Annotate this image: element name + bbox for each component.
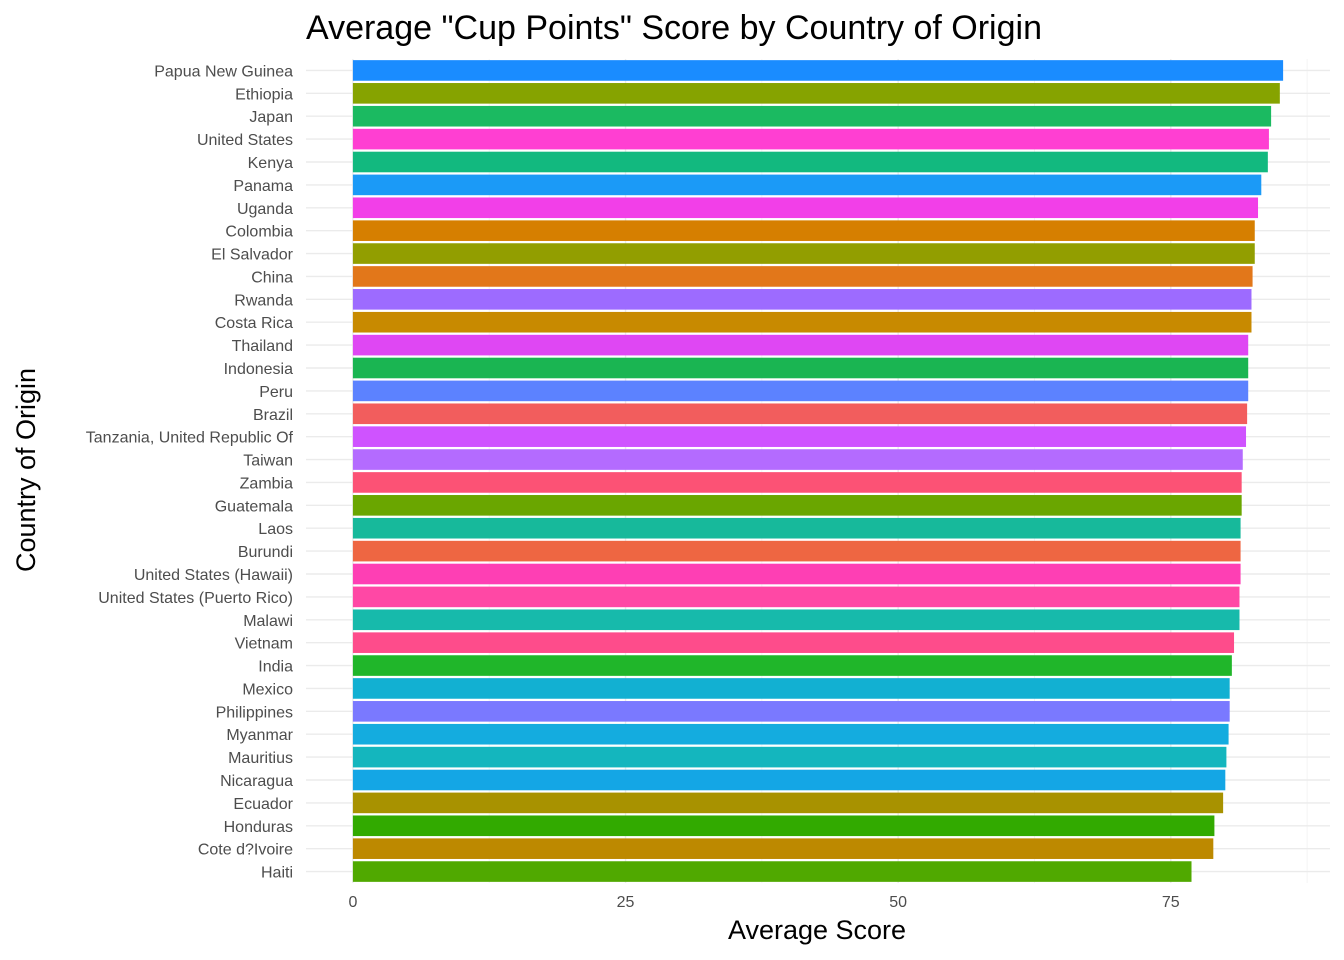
bars: [352, 60, 1284, 882]
bar: [352, 586, 1240, 608]
bar: [352, 60, 1284, 81]
bar: [352, 334, 1249, 356]
y-tick-labels: Papua New Guinea Ethiopia Japan United Stat…: [86, 63, 294, 881]
bar: [352, 723, 1229, 745]
bar: [352, 403, 1248, 425]
bar: [352, 632, 1235, 653]
bar: [352, 563, 1241, 585]
bar: [352, 517, 1241, 539]
chart-title: Average "Cup Points" Score by Country of…: [306, 9, 1042, 47]
y-tick-label: Haiti: [261, 865, 293, 882]
x-tick-label: 0: [348, 894, 357, 911]
x-tick-label: 75: [1162, 894, 1180, 911]
bar: [352, 266, 1253, 287]
bar: [352, 540, 1241, 562]
y-tick-label: India: [258, 659, 293, 676]
bar: [352, 174, 1262, 196]
y-tick-label: United States (Puerto Rico): [98, 590, 293, 607]
y-tick-label: Uganda: [237, 201, 293, 218]
y-tick-label: China: [251, 269, 293, 286]
y-tick-label: United States: [197, 132, 293, 149]
y-tick-label: Laos: [258, 521, 293, 538]
y-tick-label: Ethiopia: [235, 86, 293, 103]
y-tick-label: Philippines: [216, 704, 293, 721]
y-tick-label: United States (Hawaii): [134, 567, 293, 584]
y-tick-label: Colombia: [225, 224, 293, 241]
y-tick-label: Honduras: [224, 819, 293, 836]
y-tick-label: Thailand: [232, 338, 293, 355]
bar: [352, 472, 1242, 493]
bar: [352, 701, 1230, 722]
y-tick-label: Burundi: [238, 544, 293, 561]
bar: [352, 105, 1272, 127]
bar: [352, 838, 1214, 859]
bar: [352, 289, 1252, 310]
y-tick-label: Malawi: [243, 613, 293, 630]
y-tick-label: El Salvador: [211, 247, 293, 264]
y-tick-label: Ecuador: [233, 796, 293, 813]
y-tick-label: Rwanda: [234, 292, 293, 309]
y-tick-label: Papua New Guinea: [154, 63, 293, 80]
bar: [352, 220, 1255, 241]
bar: [352, 769, 1226, 791]
y-tick-label: Mexico: [242, 681, 293, 698]
y-axis-title: Country of Origin: [11, 368, 41, 572]
y-tick-label: Tanzania, United Republic Of: [86, 430, 294, 447]
y-tick-label: Costa Rica: [215, 315, 293, 332]
bar: [352, 655, 1232, 676]
bar: [352, 861, 1192, 882]
bar: [352, 151, 1268, 173]
bar: [352, 426, 1247, 447]
y-tick-label: Taiwan: [243, 453, 293, 470]
x-tick-label: 50: [889, 894, 907, 911]
y-tick-label: Vietnam: [235, 636, 293, 653]
bar: [352, 380, 1249, 402]
bar: [352, 449, 1243, 470]
y-tick-label: Peru: [259, 384, 293, 401]
bar: [352, 243, 1255, 264]
y-tick-label: Mauritius: [228, 750, 293, 767]
bar: [352, 609, 1240, 631]
y-tick-label: Cote d?Ivoire: [198, 842, 293, 859]
y-tick-label: Japan: [249, 109, 293, 126]
y-tick-label: Indonesia: [224, 361, 293, 378]
bar: [352, 197, 1259, 219]
bar: [352, 357, 1249, 379]
bar: [352, 495, 1242, 516]
bar: [352, 815, 1215, 837]
bar: [352, 83, 1280, 104]
y-tick-label: Myanmar: [226, 727, 293, 744]
bar: [352, 128, 1269, 150]
x-tick-labels: 0 25 50 75: [348, 894, 1179, 911]
y-tick-label: Nicaragua: [220, 773, 293, 790]
x-axis-title: Average Score: [728, 915, 906, 945]
y-tick-label: Zambia: [240, 475, 293, 492]
y-tick-label: Kenya: [248, 155, 293, 172]
bar: [352, 792, 1224, 814]
y-tick-label: Panama: [233, 178, 293, 195]
y-tick-label: Brazil: [253, 407, 293, 424]
bar: [352, 311, 1252, 333]
bar: [352, 678, 1230, 699]
y-tick-label: Guatemala: [215, 498, 293, 515]
bar: [352, 746, 1227, 768]
x-tick-label: 25: [617, 894, 635, 911]
